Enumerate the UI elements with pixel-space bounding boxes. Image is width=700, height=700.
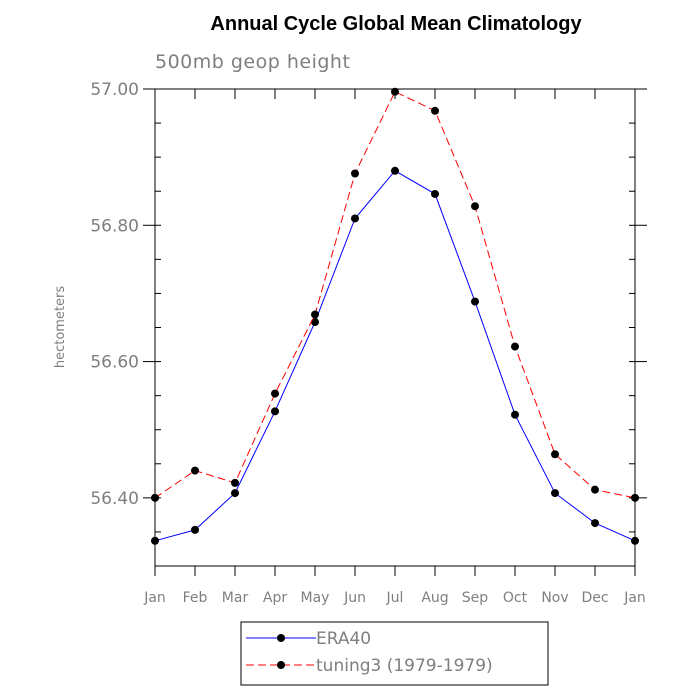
axis-ticks xyxy=(143,88,647,576)
data-point xyxy=(191,525,199,534)
x-tick-label: Feb xyxy=(183,590,208,606)
data-point xyxy=(231,489,239,498)
data-point xyxy=(471,297,479,306)
series-group xyxy=(151,87,639,545)
x-tick-label: Aug xyxy=(421,590,448,606)
data-point xyxy=(351,214,359,223)
y-axis-label: hectometers xyxy=(53,286,68,369)
series-tuning3 xyxy=(151,87,639,502)
data-point xyxy=(631,493,639,502)
legend-label: tuning3 (1979-1979) xyxy=(316,656,493,676)
data-point xyxy=(391,87,399,96)
data-point xyxy=(271,389,279,398)
y-tick-label: 57.00 xyxy=(90,80,139,100)
data-point xyxy=(151,493,159,502)
x-tick-label: Sep xyxy=(462,590,489,606)
data-point xyxy=(551,489,559,498)
y-tick-label: 56.40 xyxy=(90,489,139,509)
data-point xyxy=(351,169,359,178)
y-tick-label: 56.60 xyxy=(90,353,139,373)
tick-labels: 56.40 56.60 56.80 57.00 Jan Feb Mar Apr May Jun Ju… xyxy=(90,80,645,606)
legend-entry: tuning3 (1979-1979) xyxy=(246,656,493,676)
x-tick-label: Mar xyxy=(222,590,249,606)
data-point xyxy=(431,106,439,115)
data-point xyxy=(191,466,199,475)
chart-subtitle: 500mb geop height xyxy=(155,51,350,73)
legend-label: ERA40 xyxy=(316,629,371,649)
legend-box xyxy=(240,621,549,686)
x-tick-label: Oct xyxy=(503,590,528,606)
series-line xyxy=(154,91,636,499)
x-tick-label: Jan xyxy=(623,590,646,606)
series-era40 xyxy=(151,166,639,545)
legend-entries: ERA40 tuning3 (1979-1979) xyxy=(246,629,493,676)
data-point xyxy=(471,202,479,211)
data-point xyxy=(511,410,519,419)
x-tick-label: May xyxy=(301,590,330,606)
y-tick-label: 56.80 xyxy=(90,216,139,236)
x-tick-label: Jan xyxy=(143,590,166,606)
data-point xyxy=(551,450,559,459)
legend: ERA40 tuning3 (1979-1979) xyxy=(240,621,549,686)
data-point xyxy=(231,478,239,487)
data-point xyxy=(271,407,279,416)
data-point xyxy=(151,536,159,545)
data-point xyxy=(511,342,519,351)
x-tick-label: Jun xyxy=(343,590,366,606)
x-tick-label: Nov xyxy=(541,590,568,606)
legend-marker xyxy=(277,661,285,669)
data-point xyxy=(431,189,439,198)
data-point xyxy=(311,318,319,327)
series-line xyxy=(154,170,636,542)
legend-entry: ERA40 xyxy=(246,629,371,649)
data-point xyxy=(591,519,599,528)
data-point xyxy=(391,166,399,175)
x-tick-label: Dec xyxy=(581,590,608,606)
legend-marker xyxy=(277,634,285,642)
x-tick-label: Jul xyxy=(386,590,404,606)
data-point xyxy=(591,485,599,494)
plot-frame xyxy=(154,88,636,567)
data-point xyxy=(631,536,639,545)
data-point xyxy=(311,310,319,319)
x-tick-label: Apr xyxy=(263,590,287,606)
chart-title: Annual Cycle Global Mean Climatology xyxy=(210,13,582,35)
